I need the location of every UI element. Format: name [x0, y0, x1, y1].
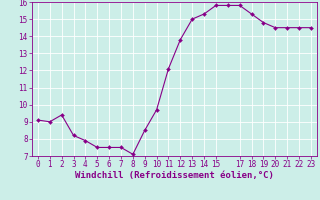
X-axis label: Windchill (Refroidissement éolien,°C): Windchill (Refroidissement éolien,°C): [75, 171, 274, 180]
